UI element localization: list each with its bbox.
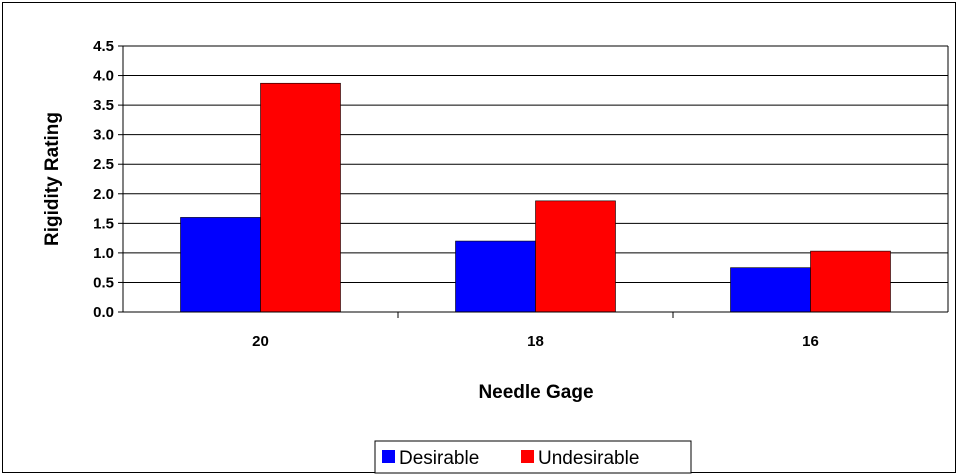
bar-desirable-16 bbox=[730, 267, 811, 313]
y-tick-labels: 0.0 0.5 1.0 1.5 2.0 2.5 3.0 3.5 4.0 4.5 bbox=[93, 38, 114, 321]
bar-desirable-20 bbox=[180, 217, 261, 313]
bar-undesirable-20 bbox=[260, 82, 341, 313]
axes bbox=[118, 45, 949, 318]
x-tick-label: 18 bbox=[527, 333, 544, 350]
bar-desirable-18 bbox=[455, 240, 536, 313]
x-axis-title: Needle Gage bbox=[478, 382, 593, 403]
y-tick-label: 1.0 bbox=[93, 245, 114, 262]
bar-undesirable-16 bbox=[810, 250, 891, 313]
bars bbox=[180, 82, 891, 313]
legend: Desirable Undesirable bbox=[374, 440, 692, 474]
y-axis-title: Rigidity Rating bbox=[42, 112, 63, 246]
x-tick-label: 16 bbox=[802, 333, 819, 350]
x-tick-label: 20 bbox=[252, 333, 269, 350]
x-tick-labels: 20 18 16 bbox=[252, 333, 819, 350]
bar-undesirable-18 bbox=[535, 200, 616, 313]
y-tick-label: 0.0 bbox=[93, 304, 114, 321]
y-tick-label: 3.0 bbox=[93, 127, 114, 144]
y-tick-label: 1.5 bbox=[93, 215, 114, 232]
y-tick-label: 3.5 bbox=[93, 97, 114, 114]
legend-label-undesirable: Undesirable bbox=[538, 448, 639, 469]
y-tick-label: 2.0 bbox=[93, 186, 114, 203]
legend-swatch-undesirable bbox=[521, 450, 534, 463]
y-tick-label: 4.0 bbox=[93, 68, 114, 85]
y-tick-label: 0.5 bbox=[93, 274, 114, 291]
y-tick-label: 2.5 bbox=[93, 156, 114, 173]
legend-swatch-desirable bbox=[382, 450, 395, 463]
legend-label-desirable: Desirable bbox=[399, 448, 479, 469]
y-tick-label: 4.5 bbox=[93, 38, 114, 55]
